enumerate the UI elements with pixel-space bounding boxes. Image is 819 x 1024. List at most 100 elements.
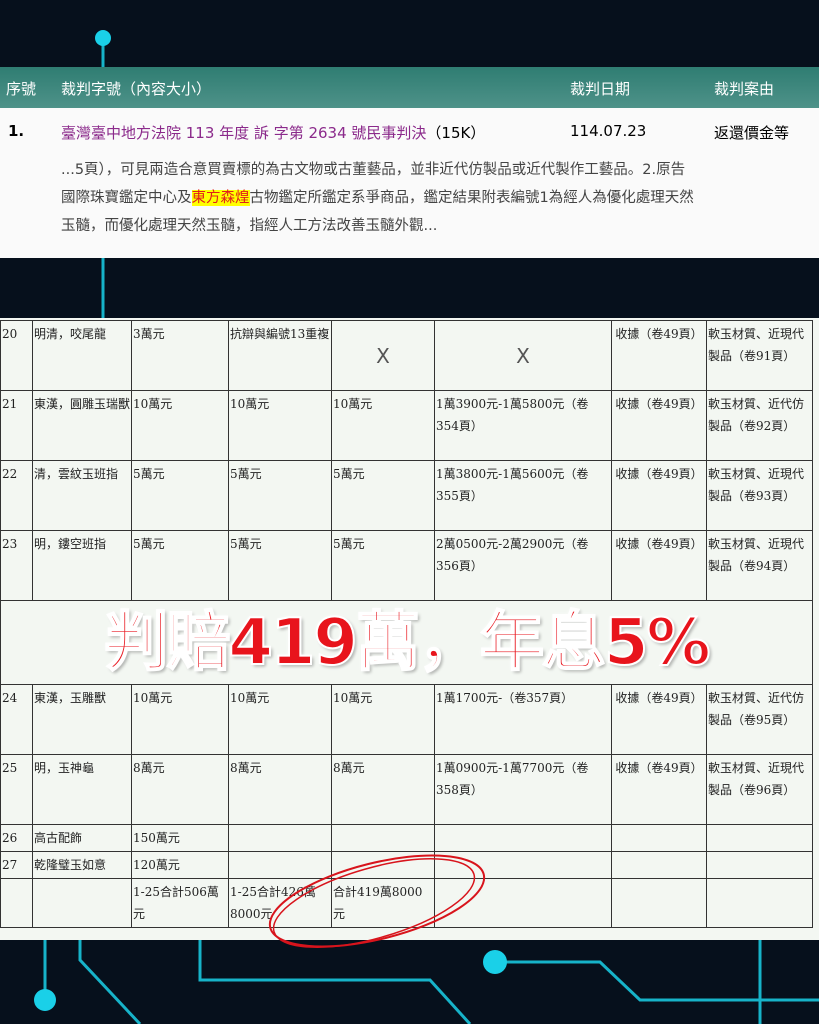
case-size: （15K） [426,124,486,142]
table-cell: 1-25合計506萬元 [131,878,229,928]
table-cell: 1萬3900元-1萬5800元（卷354頁） [434,390,612,461]
table-cell [434,878,612,928]
table-row: 24 東漢，玉雕獸 10萬元 10萬元 10萬元 1萬1700元-（卷357頁） 收據（卷4… [0,684,813,755]
table-cell: 120萬元 [131,851,229,879]
table-cell: 軟玉材質、近代仿製品（卷95頁） [706,684,813,755]
table-cell [706,878,813,928]
table-cell [706,851,813,879]
table-cell: 20 [0,320,33,391]
table-cell: 150萬元 [131,824,229,852]
result-index: 1. [8,122,25,140]
table-cell: 收據（卷49頁） [611,684,707,755]
header-date[interactable]: 裁判日期 [570,80,631,98]
table-cell: 27 [0,851,33,879]
table-cell: 明清，咬尾龍 [32,320,132,391]
table-cell: 10萬元 [228,684,332,755]
case-title-group: 臺灣臺中地方法院 113 年度 訴 字第 2634 號民事判決（15K） [61,122,485,143]
table-cell: 8萬元 [331,754,435,825]
table-cell: 10萬元 [131,390,229,461]
snippet-text: 古物鑑定所鑑定系爭商品，鑑定結果附表編號1為經人為優化處理天然 [249,190,694,206]
table-cell: 8萬元 [228,754,332,825]
table-cell [228,851,332,879]
table-cell: 24 [0,684,33,755]
table-cell: 1萬0900元-1萬7700元（卷358頁） [434,754,612,825]
snippet-line: 玉髓，而優化處理天然玉髓，指經人工方法改善玉髓外觀... [61,218,438,234]
table-cell [706,824,813,852]
table-cell: 5萬元 [331,530,435,601]
table-cell [331,851,435,879]
table-cell: 21 [0,390,33,461]
judgment-appendix-table: 20 明清，咬尾龍 3萬元 抗辯與編號13重複 X X 收據（卷49頁） 軟玉材質、近現代製品… [0,320,813,928]
table-cell: 合計419萬8000元 [331,878,435,928]
header-cause[interactable]: 裁判案由 [714,80,775,98]
table-row: 22 清，雲紋玉班指 5萬元 5萬元 5萬元 1萬3800元-1萬5600元（卷355頁）… [0,460,813,531]
table-cell: 10萬元 [131,684,229,755]
table-cell: 收據（卷49頁） [611,530,707,601]
table-cell [32,878,132,928]
result-table-header: 序號 裁判字號（內容大小） 裁判日期 裁判案由 [0,67,819,108]
table-cell: 高古配飾 [32,824,132,852]
table-cell: 1萬1700元-（卷357頁） [434,684,612,755]
snippet-line: ...5頁），可見兩造合意買賣標的為古文物或古董藝品，並非近代仿製品或近代製作工… [61,162,686,178]
table-cell: 22 [0,460,33,531]
table-cell: 收據（卷49頁） [611,754,707,825]
table-row: 26 高古配飾 150萬元 [0,824,813,852]
case-cause: 返還價金等 [714,124,790,142]
table-row: 20 明清，咬尾龍 3萬元 抗辯與編號13重複 X X 收據（卷49頁） 軟玉材質、近現代製品… [0,320,813,391]
table-cell: X [434,320,612,391]
table-row: 1-25合計506萬元 1-25合計426萬8000元 合計419萬8000元 [0,878,813,928]
table-cell [611,851,707,879]
table-cell: 抗辯與編號13重複 [228,320,332,391]
table-cell: 收據（卷49頁） [611,320,707,391]
snippet-text: 國際珠寶鑑定中心及 [61,190,192,206]
table-row: 25 明，玉神龜 8萬元 8萬元 8萬元 1萬0900元-1萬7700元（卷358頁） 收據… [0,754,813,825]
table-cell: 軟玉材質、近現代製品（卷93頁） [706,460,813,531]
headline-overlay: 判賠419萬，年息5% [103,605,711,681]
table-cell [611,824,707,852]
table-cell: 10萬元 [228,390,332,461]
table-cell: 26 [0,824,33,852]
result-row: 1. 臺灣臺中地方法院 113 年度 訴 字第 2634 號民事判決（15K） … [0,108,819,156]
table-cell: 5萬元 [228,530,332,601]
table-cell: 1萬3800元-1萬5600元（卷355頁） [434,460,612,531]
table-cell: 東漢，玉雕獸 [32,684,132,755]
table-cell [331,824,435,852]
search-result-panel: 序號 裁判字號（內容大小） 裁判日期 裁判案由 1. 臺灣臺中地方法院 113 … [0,67,819,258]
table-cell: 收據（卷49頁） [611,390,707,461]
table-cell: 5萬元 [131,460,229,531]
case-snippet: ...5頁），可見兩造合意買賣標的為古文物或古董藝品，並非近代仿製品或近代製作工… [0,156,819,240]
header-case-no[interactable]: 裁判字號（內容大小） [61,80,212,98]
table-row: 23 明，鏤空班指 5萬元 5萬元 5萬元 2萬0500元-2萬2900元（卷356頁）收… [0,530,813,601]
table-cell [0,878,33,928]
table-cell: 明，鏤空班指 [32,530,132,601]
case-link[interactable]: 臺灣臺中地方法院 113 年度 訴 字第 2634 號民事判決 [61,124,427,142]
judgment-table-panel: 20 明清，咬尾龍 3萬元 抗辯與編號13重複 X X 收據（卷49頁） 軟玉材質、近現代製品… [0,318,819,940]
table-cell: 清，雲紋玉班指 [32,460,132,531]
headline-cell: 判賠419萬，年息5% [0,600,813,685]
table-row: 27 乾隆璧玉如意 120萬元 [0,851,813,879]
table-cell: 軟玉材質、近現代製品（卷96頁） [706,754,813,825]
snippet-highlight: 東方森煌 [191,190,250,206]
table-cell: 8萬元 [131,754,229,825]
table-cell: 2萬0500元-2萬2900元（卷356頁） [434,530,612,601]
table-cell: 乾隆璧玉如意 [32,851,132,879]
table-cell: 10萬元 [331,684,435,755]
table-row: 21 東漢，圓雕玉瑞獸 10萬元 10萬元 10萬元 1萬3900元-1萬5800元（卷3… [0,390,813,461]
table-cell: 軟玉材質、近現代製品（卷91頁） [706,320,813,391]
table-cell: 5萬元 [331,460,435,531]
table-cell [611,878,707,928]
table-cell: 3萬元 [131,320,229,391]
table-cell: 10萬元 [331,390,435,461]
headline-row: 判賠419萬，年息5% [0,600,813,685]
table-cell: 軟玉材質、近現代製品（卷94頁） [706,530,813,601]
case-date: 114.07.23 [570,122,647,140]
table-cell [434,851,612,879]
table-cell: 1-25合計426萬8000元 [228,878,332,928]
header-seq: 序號 [6,80,37,98]
table-cell: 收據（卷49頁） [611,460,707,531]
table-cell [434,824,612,852]
table-cell: 明，玉神龜 [32,754,132,825]
table-cell: X [331,320,435,391]
table-cell: 東漢，圓雕玉瑞獸 [32,390,132,461]
